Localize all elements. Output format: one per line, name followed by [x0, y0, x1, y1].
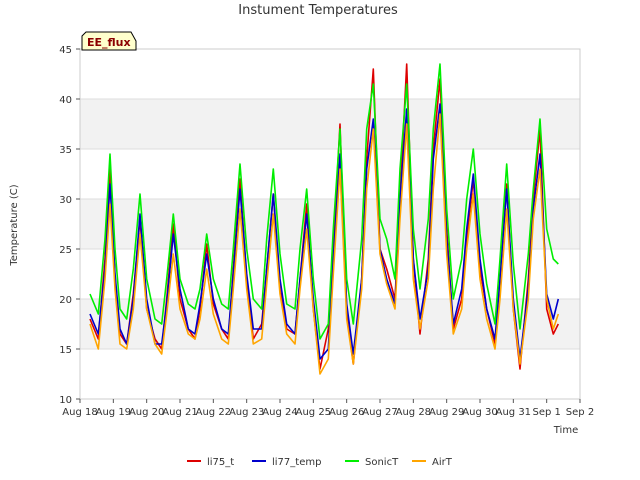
- annotation-text: EE_flux: [87, 36, 131, 49]
- y-tick-label: 45: [59, 45, 72, 56]
- x-tick-label: Aug 29: [429, 407, 464, 418]
- x-axis-label: Time: [553, 425, 578, 436]
- y-tick-label: 25: [59, 245, 72, 256]
- y-axis-ticks: 10 15 20 25 30 35 40 45: [59, 45, 80, 406]
- series-line-li77_temp: [89, 103, 560, 360]
- series-line-SonicT: [89, 63, 559, 340]
- series-line-AirT: [89, 113, 560, 375]
- legend: li75_t li77_temp SonicT AirT: [187, 457, 453, 468]
- grid-band: [80, 349, 580, 399]
- grid-band: [80, 199, 580, 249]
- x-tick-label: Aug 26: [329, 407, 364, 418]
- y-tick-label: 10: [59, 395, 72, 406]
- y-tick-label: 35: [59, 145, 72, 156]
- x-tick-label: Aug 22: [196, 407, 231, 418]
- x-tick-label: Aug 28: [396, 407, 431, 418]
- grid-band: [80, 99, 580, 149]
- legend-label: AirT: [432, 457, 453, 468]
- x-tick-label: Aug 25: [296, 407, 331, 418]
- x-tick-label: Sep 1: [532, 407, 560, 418]
- x-tick-label: Sep 2: [566, 407, 594, 418]
- grid-band: [80, 149, 580, 199]
- x-tick-label: Aug 27: [362, 407, 397, 418]
- y-tick-label: 30: [59, 195, 72, 206]
- x-tick-label: Aug 18: [62, 407, 97, 418]
- grid-band: [80, 49, 580, 99]
- x-tick-label: Aug 20: [129, 407, 164, 418]
- series-lines: [89, 63, 560, 375]
- plot-frame: [79, 48, 581, 400]
- legend-label: li77_temp: [272, 457, 321, 468]
- legend-label: li75_t: [207, 457, 234, 468]
- y-tick-label: 40: [59, 95, 72, 106]
- y-tick-label: 15: [59, 345, 72, 356]
- x-tick-label: Aug 31: [496, 407, 531, 418]
- y-tick-label: 20: [59, 295, 72, 306]
- x-tick-label: Aug 21: [162, 407, 197, 418]
- x-tick-label: Aug 30: [462, 407, 497, 418]
- x-tick-label: Aug 24: [262, 407, 297, 418]
- legend-label: SonicT: [365, 457, 399, 468]
- y-axis-label: Temperature (C): [9, 184, 20, 266]
- annotation-box: EE_flux: [81, 31, 137, 51]
- x-tick-label: Aug 23: [229, 407, 264, 418]
- x-tick-label: Aug 19: [96, 407, 131, 418]
- chart-title: Instument Temperatures: [238, 3, 398, 18]
